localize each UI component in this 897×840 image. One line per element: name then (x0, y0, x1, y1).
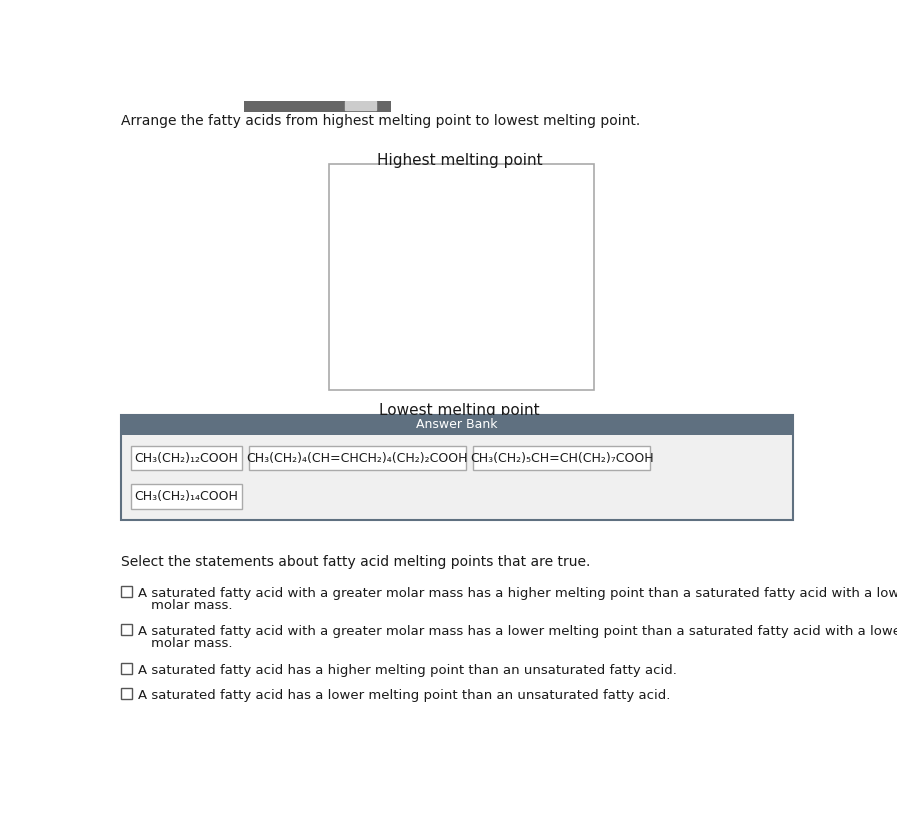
Bar (131, 446, 241, 470)
Text: Highest melting point: Highest melting point (377, 153, 542, 168)
Bar (121, 415, 793, 435)
Bar (244, 101, 391, 112)
Text: Select the statements about fatty acid melting points that are true.: Select the statements about fatty acid m… (121, 555, 591, 570)
Bar (131, 484, 241, 509)
Text: A saturated fatty acid with a greater molar mass has a higher melting point than: A saturated fatty acid with a greater mo… (138, 586, 897, 600)
Text: molar mass.: molar mass. (151, 638, 232, 650)
Bar (121, 586, 132, 596)
Text: Arrange the fatty acids from highest melting point to lowest melting point.: Arrange the fatty acids from highest mel… (121, 114, 640, 128)
Bar (474, 446, 650, 470)
Text: A saturated fatty acid has a lower melting point than an unsaturated fatty acid.: A saturated fatty acid has a lower melti… (138, 689, 671, 702)
Bar (121, 688, 132, 699)
Text: Lowest melting point: Lowest melting point (379, 403, 540, 418)
Bar (249, 446, 466, 470)
Bar (344, 101, 376, 110)
Bar (121, 624, 132, 635)
Text: Answer Bank: Answer Bank (416, 418, 498, 432)
Text: CH₃(CH₂)₅CH=CH(CH₂)₇COOH: CH₃(CH₂)₅CH=CH(CH₂)₇COOH (470, 452, 653, 465)
Bar (121, 663, 132, 674)
Text: CH₃(CH₂)₄(CH=CHCH₂)₄(CH₂)₂COOH: CH₃(CH₂)₄(CH=CHCH₂)₄(CH₂)₂COOH (247, 452, 468, 465)
Text: molar mass.: molar mass. (151, 599, 232, 612)
Text: A saturated fatty acid has a higher melting point than an unsaturated fatty acid: A saturated fatty acid has a higher melt… (138, 664, 677, 677)
Bar (121, 415, 793, 521)
Text: CH₃(CH₂)₁₂COOH: CH₃(CH₂)₁₂COOH (135, 452, 238, 465)
Bar (329, 164, 594, 390)
Text: CH₃(CH₂)₁₄COOH: CH₃(CH₂)₁₄COOH (135, 490, 238, 503)
Text: A saturated fatty acid with a greater molar mass has a lower melting point than : A saturated fatty acid with a greater mo… (138, 625, 897, 638)
